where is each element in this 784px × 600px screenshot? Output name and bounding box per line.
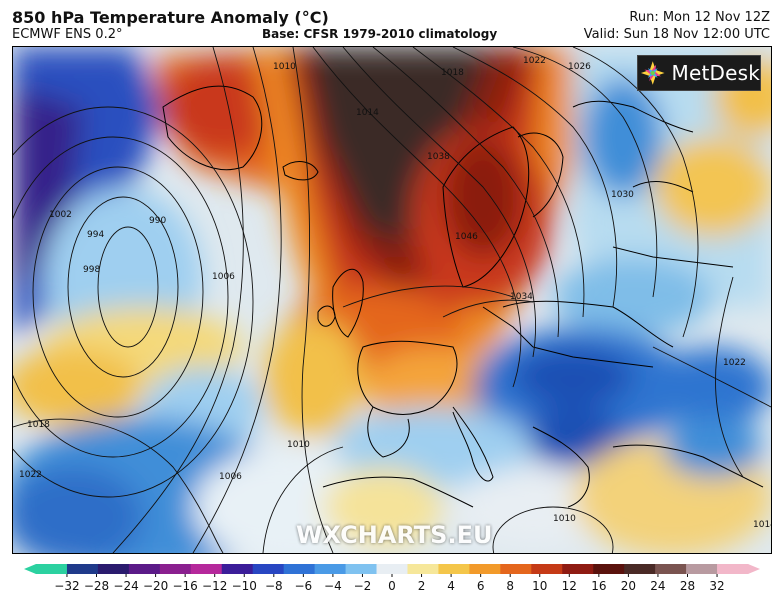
colorbar-tick-label: −32 — [54, 579, 79, 593]
svg-text:1010: 1010 — [287, 440, 310, 450]
colorbar-max-arrow — [748, 564, 760, 574]
colorbar-swatch — [376, 564, 408, 574]
colorbar-swatch — [500, 564, 532, 574]
colorbar-tick-label: −12 — [202, 579, 227, 593]
climatology-base: Base: CFSR 1979-2010 climatology — [262, 27, 498, 41]
colorbar-tick-label: −16 — [172, 579, 197, 593]
colorbar-swatch — [283, 564, 316, 574]
colorbar-tick-label: 24 — [650, 579, 665, 593]
svg-text:1010: 1010 — [553, 514, 576, 524]
colorbar-min-arrow — [24, 564, 36, 574]
svg-text:1038: 1038 — [427, 152, 450, 162]
svg-text:1006: 1006 — [219, 472, 242, 482]
svg-text:1030: 1030 — [611, 190, 634, 200]
colorbar-swatch — [66, 564, 99, 574]
colorbar-tick-label: −8 — [265, 579, 283, 593]
svg-text:1046: 1046 — [455, 232, 478, 242]
colorbar-swatch — [159, 564, 192, 574]
colorbar-swatch — [593, 564, 625, 574]
coastlines — [162, 85, 764, 508]
colorbar-swatch — [314, 564, 347, 574]
svg-text:1022: 1022 — [523, 56, 546, 66]
colorbar-ticks: −32 −28 −24 −20 −16 −12 −10 −8 −6 −4 −2 0 2 4 6 8 10 12 16… — [54, 574, 725, 593]
colorbar-tick-label: 4 — [447, 579, 455, 593]
isobars — [13, 47, 771, 553]
svg-text:998: 998 — [83, 265, 100, 275]
svg-text:990: 990 — [149, 216, 166, 226]
valid-time: Valid: Sun 18 Nov 12:00 UTC — [583, 27, 770, 42]
colorbar-swatch — [531, 564, 563, 574]
colorbar-swatch — [128, 564, 161, 574]
isobar-labels: 1010 1018 1022 1026 1014 1038 1030 1034 … — [19, 56, 771, 530]
colorbar: −32 −28 −24 −20 −16 −12 −10 −8 −6 −4 −2 0 2 4 6 8 10 12 16… — [24, 564, 760, 593]
model-label: ECMWF ENS 0.2° — [12, 27, 123, 42]
colorbar-swatch — [562, 564, 594, 574]
colorbar-tick-label: −4 — [324, 579, 342, 593]
colorbar-tick-label: −24 — [113, 579, 138, 593]
colorbar-swatch — [190, 564, 223, 574]
colorbar-swatch — [686, 564, 718, 574]
metdesk-logo-text: MetDesk — [671, 61, 760, 85]
colorbar-swatch — [469, 564, 501, 574]
colorbar-tick-label: 2 — [418, 579, 426, 593]
anomaly-map: 1010 1018 1022 1026 1014 1038 1030 1034 … — [12, 46, 772, 554]
colorbar-swatch — [36, 564, 68, 574]
wxcharts-watermark: WXCHARTS.EU — [296, 521, 493, 549]
colorbar-swatch — [655, 564, 687, 574]
svg-text:1014: 1014 — [356, 108, 379, 118]
svg-text:1006: 1006 — [212, 272, 235, 282]
run-time: Run: Mon 12 Nov 12Z — [629, 10, 770, 25]
metdesk-logo: MetDesk — [637, 55, 761, 91]
svg-text:1026: 1026 — [568, 62, 591, 72]
colorbar-tick-label: 32 — [709, 579, 724, 593]
svg-text:1022: 1022 — [723, 358, 746, 368]
map-canvas: 1010 1018 1022 1026 1014 1038 1030 1034 … — [13, 47, 771, 553]
colorbar-tick-label: 28 — [680, 579, 695, 593]
colorbar-tick-label: 20 — [621, 579, 636, 593]
colorbar-tick-label: −10 — [232, 579, 257, 593]
colorbar-swatch — [345, 564, 378, 574]
colorbar-tick-label: 16 — [591, 579, 606, 593]
svg-text:1018: 1018 — [27, 420, 50, 430]
svg-text:1014: 1014 — [753, 520, 771, 530]
colorbar-swatches — [24, 564, 760, 574]
svg-text:1018: 1018 — [441, 68, 464, 78]
svg-text:1022: 1022 — [19, 470, 42, 480]
svg-text:994: 994 — [87, 230, 104, 240]
colorbar-tick-label: 0 — [388, 579, 396, 593]
map-title: 850 hPa Temperature Anomaly (°C) — [12, 8, 329, 27]
colorbar-tick-label: 6 — [477, 579, 485, 593]
colorbar-swatch — [252, 564, 285, 574]
chart-header: 850 hPa Temperature Anomaly (°C) ECMWF E… — [0, 0, 784, 46]
colorbar-tick-label: −20 — [143, 579, 168, 593]
svg-text:1010: 1010 — [273, 62, 296, 72]
svg-text:1002: 1002 — [49, 210, 72, 220]
colorbar-swatch — [438, 564, 470, 574]
metdesk-star-icon — [640, 61, 665, 85]
colorbar-tick-label: −2 — [354, 579, 372, 593]
colorbar-tick-label: −6 — [295, 579, 313, 593]
colorbar-tick-label: 12 — [562, 579, 577, 593]
svg-text:1034: 1034 — [510, 292, 533, 302]
colorbar-swatch — [221, 564, 254, 574]
colorbar-swatch — [717, 564, 749, 574]
colorbar-tick-label: 8 — [506, 579, 514, 593]
colorbar-tick-label: −28 — [84, 579, 109, 593]
colorbar-swatch — [624, 564, 656, 574]
colorbar-swatch — [97, 564, 130, 574]
colorbar-swatch — [407, 564, 439, 574]
colorbar-tick-label: 10 — [532, 579, 547, 593]
